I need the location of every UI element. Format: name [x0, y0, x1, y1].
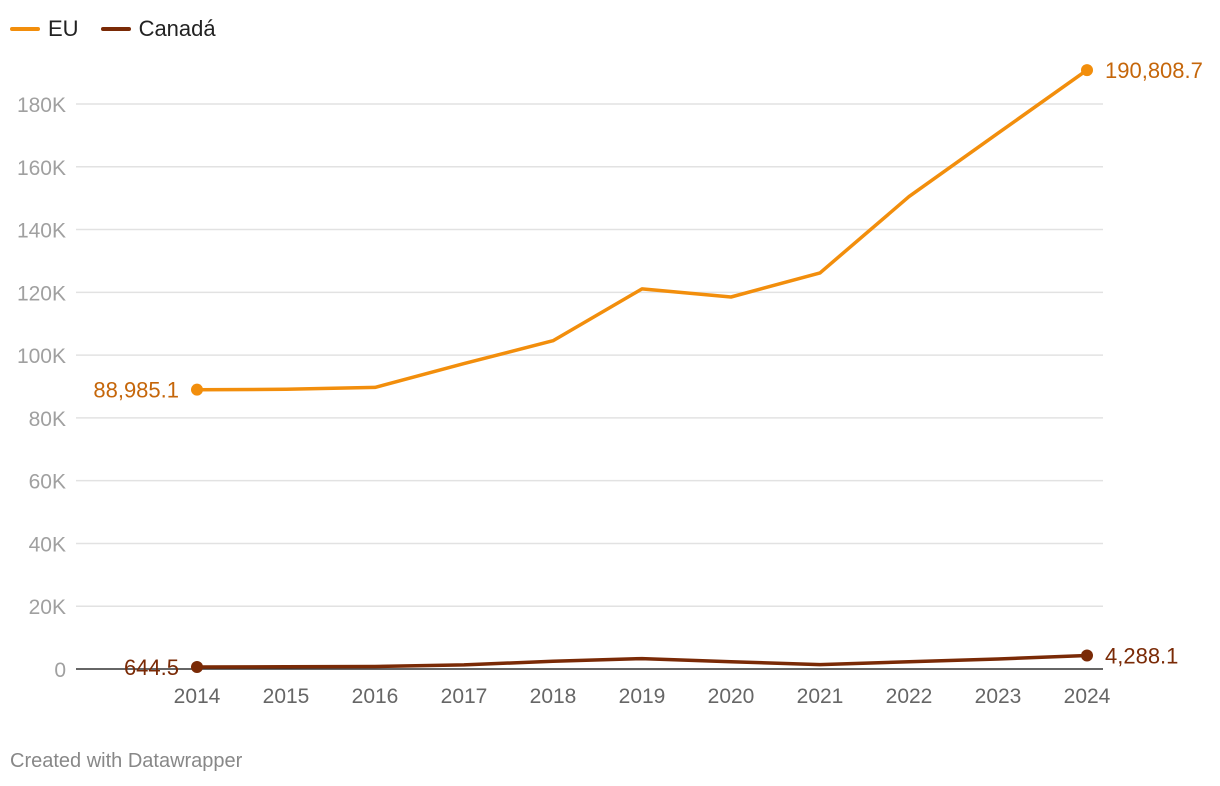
x-tick-label: 2016 — [352, 685, 399, 708]
x-tick-label: 2015 — [263, 685, 310, 708]
series-line-canada — [195, 653, 1089, 669]
x-tick-label: 2022 — [886, 685, 933, 708]
legend-swatch-eu — [10, 27, 40, 31]
start-value-label-canada: 644.5 — [124, 655, 179, 680]
x-tick-label: 2014 — [174, 685, 221, 708]
y-tick-label: 80K — [29, 408, 66, 431]
start-value-label-eu: 88,985.1 — [93, 378, 179, 403]
end-point-canada — [1081, 649, 1093, 662]
legend-item-canada: Canadá — [100, 16, 216, 42]
y-tick-label: 40K — [29, 533, 66, 556]
line-chart: 0 20K 40K 60K 80K 100K 120K 140K 160K 180K 2014 201… — [17, 58, 1203, 708]
legend-swatch-canada — [100, 27, 131, 31]
y-tick-label: 20K — [29, 596, 66, 619]
legend-label-canada: Canadá — [138, 16, 216, 41]
x-tick-label: 2018 — [530, 685, 577, 708]
x-tick-label: 2023 — [975, 685, 1022, 708]
start-point-eu — [191, 383, 203, 396]
x-tick-label: 2020 — [708, 685, 755, 708]
y-tick-label: 60K — [29, 471, 66, 494]
legend-label-eu: EU — [48, 16, 79, 41]
x-tick-label: 2021 — [797, 685, 844, 708]
y-tick-label: 100K — [17, 345, 66, 368]
chart-legend: EU Canadá — [10, 16, 216, 42]
legend-item-eu: EU — [10, 16, 79, 42]
y-tick-label: 120K — [17, 282, 66, 305]
x-tick-label: 2024 — [1064, 685, 1111, 708]
y-tick-label: 180K — [17, 94, 66, 117]
y-tick-label: 140K — [17, 220, 66, 243]
x-tick-label: 2019 — [619, 685, 666, 708]
end-value-label-eu: 190,808.7 — [1105, 58, 1203, 83]
end-value-label-canada: 4,288.1 — [1105, 644, 1178, 669]
end-point-eu — [1081, 64, 1093, 77]
datawrapper-credit: Created with Datawrapper — [10, 750, 243, 772]
x-tick-label: 2017 — [441, 685, 488, 708]
y-tick-label: 0 — [54, 659, 66, 682]
series-line-eu — [195, 68, 1089, 392]
y-tick-label: 160K — [17, 157, 66, 180]
start-point-canada — [191, 660, 203, 673]
